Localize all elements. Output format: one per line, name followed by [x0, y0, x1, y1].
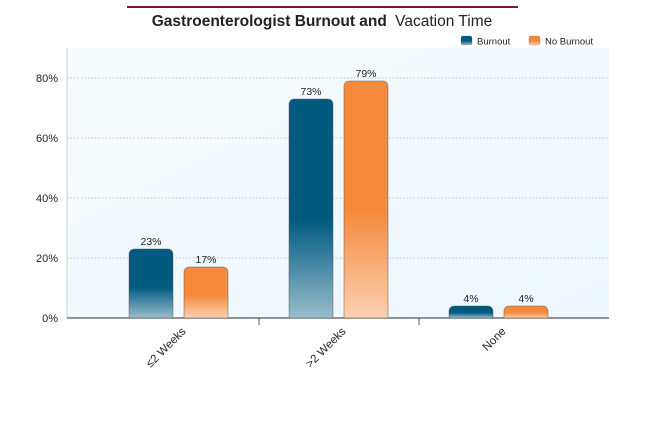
bar-no-burnout	[183, 266, 229, 319]
legend-swatch	[528, 35, 541, 46]
bar-burnout	[448, 305, 494, 319]
x-tick-label: None	[481, 326, 509, 354]
y-tick-label: 60%	[36, 133, 58, 145]
bar-burnout	[288, 98, 334, 319]
x-axis: ≤2 Weeks >2 Weeks None	[67, 317, 609, 370]
y-tick-label: 80%	[36, 73, 58, 85]
x-tick-label: >2 Weeks	[304, 325, 349, 370]
legend-swatch	[460, 35, 473, 46]
data-label: 4%	[463, 293, 478, 305]
data-label: 17%	[195, 254, 216, 266]
bar-no-burnout	[503, 305, 549, 319]
x-tick-label: ≤2 Weeks	[144, 325, 189, 370]
chart-title: Gastroenterologist Burnout and Vacation …	[152, 13, 492, 30]
legend-label: No Burnout	[545, 37, 593, 48]
y-tick-label: 20%	[36, 253, 58, 265]
gridlines	[67, 77, 609, 259]
bar-no-burnout	[343, 80, 389, 319]
bars	[128, 80, 549, 319]
y-axis: 0% 20% 40% 60% 80%	[36, 48, 68, 325]
y-tick-label: 0%	[42, 313, 58, 325]
chart-title-bold: Gastroenterologist Burnout and	[152, 13, 387, 30]
legend-label: Burnout	[477, 37, 511, 48]
legend: Burnout No Burnout	[460, 35, 593, 48]
bar-burnout	[128, 248, 174, 319]
y-tick-label: 40%	[36, 193, 58, 205]
data-labels: 23% 17% 73% 79% 4% 4%	[140, 68, 533, 305]
data-label: 79%	[355, 68, 376, 80]
data-label: 73%	[300, 86, 321, 98]
data-label: 23%	[140, 236, 161, 248]
chart-title-regular: Vacation Time	[395, 13, 492, 30]
data-label: 4%	[518, 293, 533, 305]
